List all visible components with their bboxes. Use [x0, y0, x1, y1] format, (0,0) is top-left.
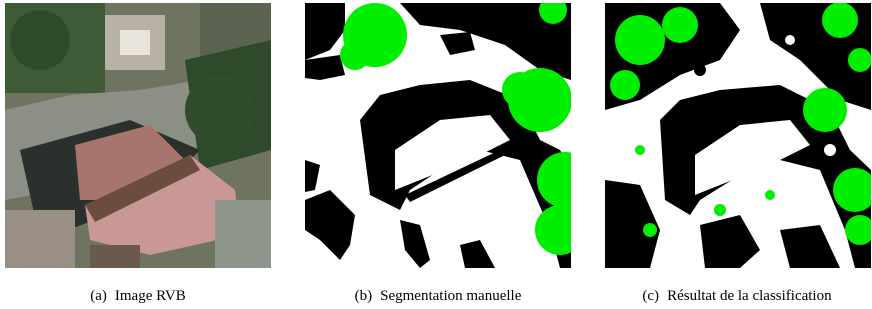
- image-region: [535, 205, 585, 255]
- image-region: [635, 145, 645, 155]
- caption-label: (c): [642, 288, 659, 304]
- image-region: [537, 152, 593, 208]
- classification-result: [605, 2, 872, 268]
- image-region: [765, 190, 775, 200]
- image-region: [502, 72, 538, 108]
- image-region: [848, 48, 872, 72]
- caption: (c) Résultat de la classification: [642, 288, 832, 304]
- image-region: [643, 223, 657, 237]
- rgb-image: [5, 3, 271, 268]
- image-region: [824, 144, 836, 156]
- image-region: [5, 210, 75, 268]
- manual-segmentation: [305, 0, 593, 268]
- caption-text: Résultat de la classification: [667, 288, 832, 304]
- caption-label: (a): [90, 288, 107, 304]
- image-region: [662, 7, 698, 43]
- image-region: [694, 64, 706, 76]
- image-region: [803, 88, 847, 132]
- caption: (a) Image RVB: [90, 288, 186, 304]
- caption-text: Segmentation manuelle: [380, 288, 522, 304]
- page: {"figures": [ {"label": "(a)", "caption"…: [0, 0, 872, 309]
- caption-label: (b): [355, 288, 373, 304]
- image-region: [785, 35, 795, 45]
- image-region: [185, 75, 255, 145]
- image-region: [340, 40, 370, 70]
- caption: (b) Segmentation manuelle: [355, 288, 522, 304]
- image-region: [610, 70, 640, 100]
- image-region: [215, 200, 271, 268]
- image-region: [90, 245, 140, 268]
- image-region: [822, 2, 858, 38]
- image-region: [714, 204, 726, 216]
- caption-text: Image RVB: [115, 288, 186, 304]
- figure: (a) Image RVB (b) Segmentation manuelle (c…: [0, 0, 872, 309]
- image-region: [10, 10, 70, 70]
- image-region: [120, 30, 150, 55]
- image-region: [615, 15, 665, 65]
